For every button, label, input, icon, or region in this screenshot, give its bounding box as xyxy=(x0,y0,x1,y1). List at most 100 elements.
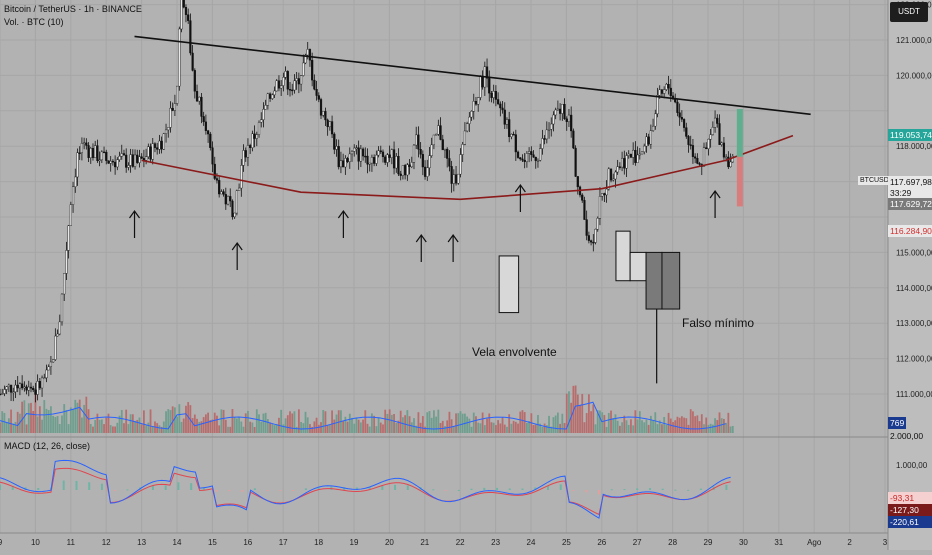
macd-histogram-bar xyxy=(610,489,613,491)
candle-body xyxy=(231,200,234,218)
volume-bar xyxy=(587,394,590,433)
volume-bar xyxy=(89,423,92,433)
candle-body xyxy=(275,80,278,92)
candle-body xyxy=(260,119,263,123)
macd-histogram-bar xyxy=(292,490,295,491)
time-tick: 13 xyxy=(137,538,146,547)
candle-body xyxy=(235,190,238,214)
candle-body xyxy=(421,154,424,168)
candle-body xyxy=(98,159,101,162)
candle-body xyxy=(435,133,438,136)
volume-bar xyxy=(140,424,143,433)
volume-bar xyxy=(76,402,79,433)
volume-bar xyxy=(382,424,384,433)
time-tick: 22 xyxy=(456,538,465,547)
candle-body xyxy=(140,156,143,159)
volume-bar xyxy=(680,416,683,433)
time-tick: 28 xyxy=(668,538,677,547)
time-tick: 31 xyxy=(774,538,783,547)
volume-bar xyxy=(707,424,710,433)
volume-bar xyxy=(583,422,586,433)
candle-body xyxy=(479,76,482,98)
volume-bar xyxy=(107,413,110,433)
candle-body xyxy=(499,103,502,109)
volume-bar xyxy=(625,420,628,433)
candle-body xyxy=(718,123,721,145)
candle-body xyxy=(497,99,500,105)
volume-bar xyxy=(5,422,8,433)
volume-bar xyxy=(240,421,243,433)
candle-body xyxy=(539,148,542,161)
candle-body xyxy=(220,191,223,195)
candle-body xyxy=(164,129,168,135)
volume-bar xyxy=(213,412,216,433)
candle-body xyxy=(91,148,95,158)
volume-bar xyxy=(366,423,369,433)
volume-bar xyxy=(94,419,97,433)
volume-bar xyxy=(457,413,460,433)
candle-body xyxy=(297,78,300,85)
currency-button[interactable]: USDT xyxy=(890,2,928,22)
candle-body xyxy=(634,149,637,163)
volume-bar xyxy=(87,409,90,433)
candle-body xyxy=(65,250,68,274)
candle-body xyxy=(85,142,88,146)
candle-body xyxy=(207,130,210,135)
volume-bar xyxy=(355,417,358,433)
candle-body xyxy=(512,133,515,136)
candle-body xyxy=(665,83,668,90)
volume-bar xyxy=(244,413,247,433)
candle-body xyxy=(563,103,566,120)
candle-body xyxy=(195,91,199,102)
volume-bar xyxy=(191,418,194,433)
candle-body xyxy=(244,150,247,158)
volume-bar xyxy=(222,409,225,433)
volume-bar xyxy=(417,412,420,433)
volume-bar xyxy=(162,421,165,433)
volume-bar xyxy=(286,415,289,433)
macd-histogram-bar xyxy=(279,490,282,491)
volume-bar xyxy=(36,416,39,433)
volume-bar xyxy=(198,421,201,433)
candle-body xyxy=(187,14,190,21)
macd-histogram-bar xyxy=(572,490,575,491)
volume-bar xyxy=(1,411,4,433)
volume-bar xyxy=(297,409,300,433)
candle-body xyxy=(5,386,8,390)
price-tick: 115.000,00 xyxy=(896,248,932,257)
candle-body xyxy=(623,158,626,169)
macd-histogram-bar xyxy=(368,486,371,490)
candle-body xyxy=(492,91,495,98)
candle-body xyxy=(233,212,236,218)
volume-bar xyxy=(16,411,19,433)
volume-bar xyxy=(475,416,477,433)
volume-bar xyxy=(30,402,32,433)
volume-bar xyxy=(180,421,183,433)
volume-bar xyxy=(302,423,305,433)
candle-body xyxy=(282,77,285,86)
volume-bar xyxy=(32,410,35,433)
candle-body xyxy=(388,154,391,158)
candle-body xyxy=(147,146,150,157)
volume-bar xyxy=(448,411,451,433)
volume-bar xyxy=(331,410,333,433)
candle-body xyxy=(213,163,216,179)
time-tick: 19 xyxy=(350,538,359,547)
candle-body xyxy=(277,80,281,89)
volume-bar xyxy=(610,410,612,433)
candle-body xyxy=(525,153,528,162)
candle-body xyxy=(191,52,194,71)
volume-bar xyxy=(207,412,210,433)
candle-body xyxy=(38,381,41,389)
candle-body xyxy=(408,164,411,167)
candle-body xyxy=(446,148,449,159)
candle-body xyxy=(153,143,157,148)
schematic-candle xyxy=(615,230,631,282)
volume-bar xyxy=(499,423,502,433)
volume-bar xyxy=(402,417,404,433)
macd-histogram-bar xyxy=(674,489,677,491)
volume-bar xyxy=(596,410,599,433)
volume-bar xyxy=(275,424,278,433)
